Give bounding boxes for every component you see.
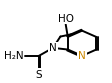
Text: HO: HO <box>58 14 74 24</box>
Text: H₂N: H₂N <box>4 51 24 61</box>
Text: S: S <box>35 70 42 80</box>
Text: N: N <box>78 51 86 61</box>
Text: N: N <box>49 43 57 53</box>
